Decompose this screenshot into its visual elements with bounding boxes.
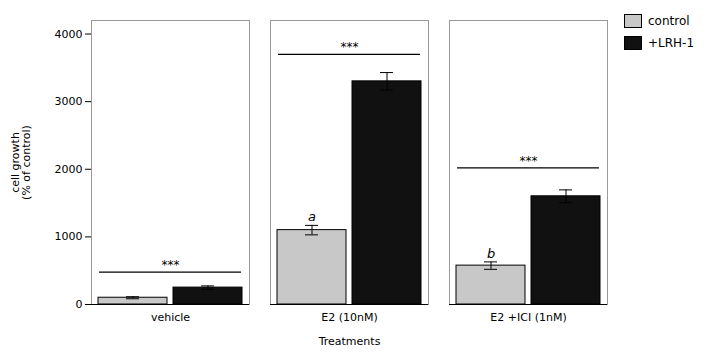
svg-text:b: b bbox=[487, 246, 495, 261]
svg-text:3000: 3000 bbox=[55, 95, 83, 108]
html-text:control: control bbox=[648, 14, 690, 28]
svg-text:1000: 1000 bbox=[55, 230, 83, 243]
svg-text:0: 0 bbox=[76, 298, 83, 311]
svg-text:E2 +ICI (1nM): E2 +ICI (1nM) bbox=[490, 311, 566, 324]
html-text:+LRH-1: +LRH-1 bbox=[648, 36, 695, 50]
svg-text:***: *** bbox=[162, 258, 180, 272]
svg-text:4000: 4000 bbox=[55, 28, 83, 41]
svg-text:***: *** bbox=[341, 40, 359, 54]
svg-text:cell growth(% of control): cell growth(% of control) bbox=[9, 125, 33, 200]
svg-text:***: *** bbox=[520, 154, 538, 168]
svg-text:a: a bbox=[308, 209, 316, 224]
svg-text:2000: 2000 bbox=[55, 163, 83, 176]
svg-text:vehicle: vehicle bbox=[151, 311, 190, 324]
svg-text:Treatments: Treatments bbox=[318, 335, 381, 348]
svg-text:E2 (10nM): E2 (10nM) bbox=[321, 311, 378, 324]
